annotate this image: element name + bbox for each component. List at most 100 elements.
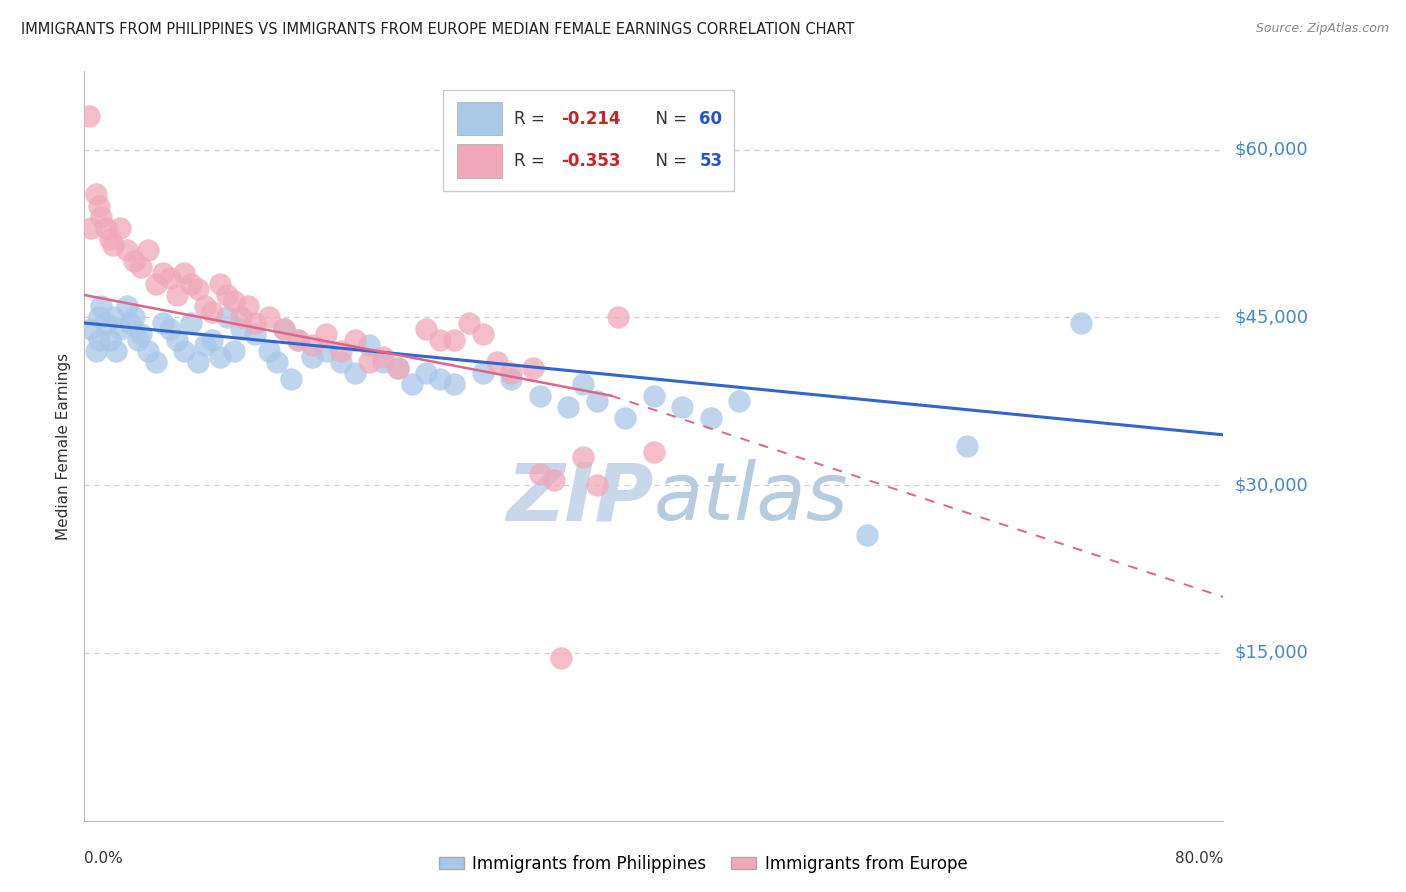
Point xyxy=(329,355,352,369)
Point xyxy=(80,321,103,335)
Point xyxy=(443,377,465,392)
Point xyxy=(329,343,352,358)
Text: $60,000: $60,000 xyxy=(1234,141,1308,159)
Text: ZIP: ZIP xyxy=(506,459,654,538)
Point xyxy=(373,350,395,364)
Point xyxy=(87,310,110,325)
Point xyxy=(98,232,121,246)
Point xyxy=(208,277,231,291)
Point xyxy=(208,350,231,364)
Point xyxy=(104,343,127,358)
Legend: Immigrants from Philippines, Immigrants from Europe: Immigrants from Philippines, Immigrants … xyxy=(432,848,974,880)
Point xyxy=(700,411,723,425)
Point xyxy=(87,198,110,212)
Point xyxy=(728,394,751,409)
Point xyxy=(236,299,259,313)
Y-axis label: Median Female Earnings: Median Female Earnings xyxy=(56,352,72,540)
Point xyxy=(1070,316,1092,330)
Point xyxy=(94,221,117,235)
Text: 80.0%: 80.0% xyxy=(1175,851,1223,866)
Point xyxy=(671,400,693,414)
Text: IMMIGRANTS FROM PHILIPPINES VS IMMIGRANTS FROM EUROPE MEDIAN FEMALE EARNINGS COR: IMMIGRANTS FROM PHILIPPINES VS IMMIGRANT… xyxy=(21,22,855,37)
Point xyxy=(415,367,437,381)
Point xyxy=(122,310,145,325)
Point xyxy=(614,411,637,425)
Point xyxy=(77,109,100,123)
Text: -0.214: -0.214 xyxy=(561,110,621,128)
Point xyxy=(166,333,188,347)
Point xyxy=(280,372,302,386)
Point xyxy=(429,372,451,386)
Point xyxy=(287,333,309,347)
Point xyxy=(522,360,544,375)
Point xyxy=(387,360,409,375)
Point xyxy=(245,316,267,330)
Text: atlas: atlas xyxy=(654,459,849,538)
Point xyxy=(586,478,609,492)
Point xyxy=(138,244,160,258)
Bar xyxy=(457,145,502,178)
Text: R =: R = xyxy=(513,153,550,170)
Point xyxy=(90,210,112,224)
Point xyxy=(543,473,565,487)
Point xyxy=(87,333,110,347)
Point xyxy=(550,651,572,665)
Text: $45,000: $45,000 xyxy=(1234,309,1309,326)
Point xyxy=(643,389,665,403)
Point xyxy=(315,343,337,358)
Point xyxy=(273,321,295,335)
Point xyxy=(194,299,217,313)
Point xyxy=(101,310,124,325)
Text: $30,000: $30,000 xyxy=(1234,476,1308,494)
Point xyxy=(84,187,107,202)
Point xyxy=(586,394,609,409)
Point xyxy=(201,333,224,347)
Point xyxy=(359,338,381,352)
Point xyxy=(215,288,238,302)
Point xyxy=(122,254,145,268)
Point xyxy=(486,355,509,369)
Point xyxy=(222,293,245,308)
Point xyxy=(229,321,252,335)
Point xyxy=(259,343,281,358)
Point xyxy=(856,528,879,542)
Point xyxy=(557,400,579,414)
Point xyxy=(131,327,153,342)
Point xyxy=(127,333,149,347)
Point xyxy=(443,333,465,347)
Point xyxy=(343,367,366,381)
Point xyxy=(98,333,121,347)
Point xyxy=(457,316,479,330)
Text: N =: N = xyxy=(645,153,692,170)
Point xyxy=(956,439,979,453)
Point xyxy=(529,467,551,481)
Point xyxy=(301,350,323,364)
Point xyxy=(201,305,224,319)
Text: N =: N = xyxy=(645,110,692,128)
Point xyxy=(301,338,323,352)
Text: R =: R = xyxy=(513,110,550,128)
Point xyxy=(159,321,181,335)
Point xyxy=(245,327,267,342)
Point xyxy=(173,343,195,358)
Text: $15,000: $15,000 xyxy=(1234,644,1308,662)
Point xyxy=(187,355,209,369)
Point xyxy=(118,316,141,330)
Text: Source: ZipAtlas.com: Source: ZipAtlas.com xyxy=(1256,22,1389,36)
Point xyxy=(166,288,188,302)
Point xyxy=(145,277,167,291)
Point xyxy=(415,321,437,335)
Point xyxy=(138,343,160,358)
Point xyxy=(108,321,131,335)
Bar xyxy=(457,102,502,136)
Point xyxy=(472,327,495,342)
Point xyxy=(101,237,124,252)
Point xyxy=(229,310,252,325)
Point xyxy=(571,450,593,465)
Point xyxy=(287,333,309,347)
Point xyxy=(180,277,202,291)
Text: 0.0%: 0.0% xyxy=(84,851,124,866)
Point xyxy=(607,310,630,325)
Point xyxy=(343,333,366,347)
Point xyxy=(145,355,167,369)
